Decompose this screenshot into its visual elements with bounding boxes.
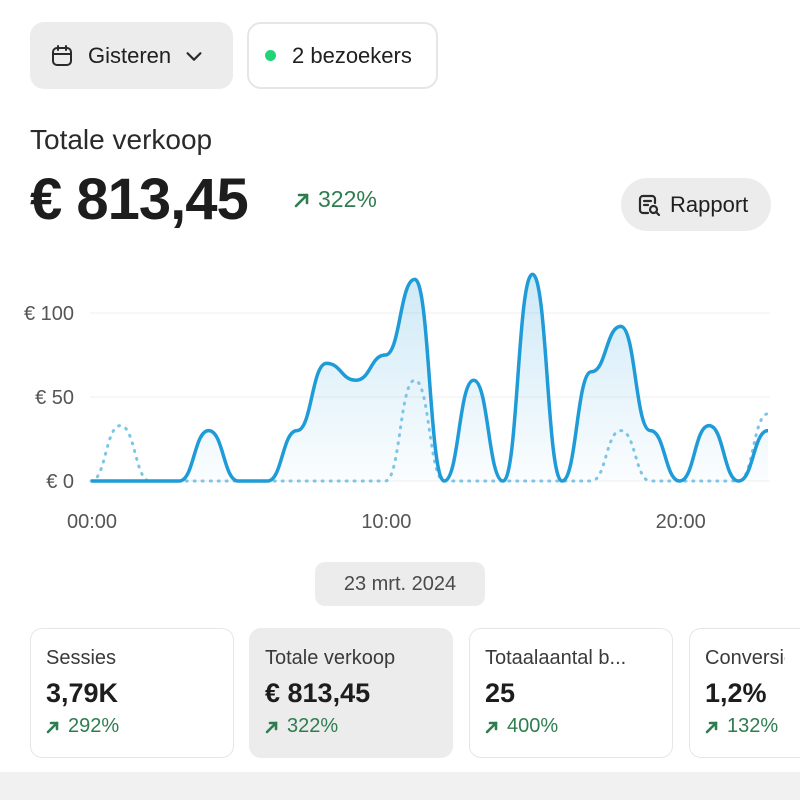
report-button-label: Rapport xyxy=(670,191,749,217)
metric-card-label: Sessies xyxy=(46,647,117,669)
x-tick-label: 00:00 xyxy=(67,511,117,533)
metric-card-value: 3,79K xyxy=(46,678,119,708)
chart-date-pill[interactable]: 23 mrt. 2024 xyxy=(315,562,485,606)
metric-card-value: € 813,45 xyxy=(265,678,371,708)
y-tick-label: € 100 xyxy=(24,303,74,325)
metric-card-value: 1,2% xyxy=(705,678,767,708)
metric-card-total-orders[interactable]: Totaalaantal b... 25 400% xyxy=(469,628,673,758)
sales-change-value: 322% xyxy=(318,186,377,212)
metric-card-change: 400% xyxy=(485,715,657,738)
chevron-down-icon xyxy=(186,51,202,61)
sales-title: Totale verkoop xyxy=(30,124,213,155)
calendar-icon xyxy=(52,44,72,66)
comparison-series-line xyxy=(89,378,770,483)
y-tick-label: € 50 xyxy=(35,387,74,409)
x-tick-label: 10:00 xyxy=(361,511,411,533)
metric-card-sessions[interactable]: Sessies 3,79K 292% xyxy=(30,628,234,758)
metric-card-change: 132% xyxy=(705,715,785,738)
metric-card-label: Conversie xyxy=(705,647,785,669)
arrow-up-right-icon xyxy=(265,721,278,733)
sales-chart: € 100 € 50 € 0 00:00 10:00 20:00 xyxy=(24,272,770,533)
metric-card-change: 292% xyxy=(46,715,218,738)
x-tick-label: 20:00 xyxy=(656,511,706,533)
sales-total-value: € 813,45 xyxy=(30,167,249,232)
arrow-up-right-icon xyxy=(46,721,59,733)
visitors-button[interactable]: 2 bezoekers xyxy=(247,22,438,89)
metric-card-value: 25 xyxy=(485,678,516,708)
arrow-up-right-icon xyxy=(294,193,309,207)
sales-change: 322% xyxy=(292,186,377,213)
current-series-line xyxy=(91,272,769,483)
arrow-up-right-icon xyxy=(485,721,498,733)
sales-area-fill xyxy=(91,274,768,481)
y-tick-label: € 0 xyxy=(46,471,74,493)
metric-card-total-sales[interactable]: Totale verkoop € 813,45 322% xyxy=(249,628,453,758)
live-status-dot xyxy=(265,50,276,61)
arrow-up-right-icon xyxy=(705,721,718,733)
report-search-icon xyxy=(638,194,661,216)
date-filter-label: Gisteren xyxy=(88,42,172,68)
metric-card-label: Totale verkoop xyxy=(265,647,396,669)
date-filter-button[interactable]: Gisteren xyxy=(30,22,233,89)
metric-card-change: 322% xyxy=(265,715,437,738)
report-button[interactable]: Rapport xyxy=(621,178,771,231)
visitors-label: 2 bezoekers xyxy=(292,42,412,68)
bottom-bar xyxy=(0,772,800,800)
metric-card-label: Totaalaantal b... xyxy=(485,647,627,669)
metric-card-conversion[interactable]: Conversie 1,2% 132% xyxy=(689,628,800,758)
